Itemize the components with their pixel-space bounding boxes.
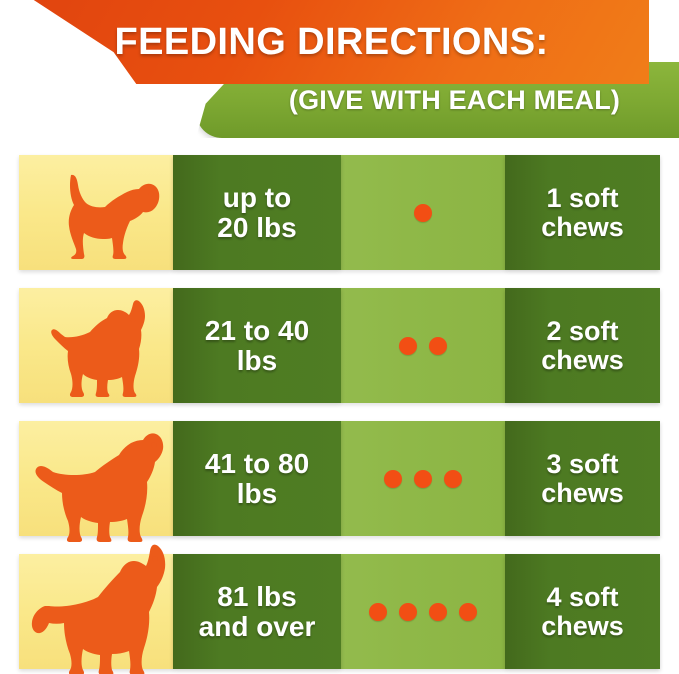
serving-line-1: 4 soft	[546, 581, 619, 612]
title-banner: FEEDING DIRECTIONS:	[33, 0, 649, 84]
giant-dog-icon	[27, 532, 179, 674]
serving-cell: 2 soft chews	[505, 288, 660, 403]
dog-size-cell	[19, 544, 173, 674]
serving-line-2: chews	[541, 477, 624, 508]
dot-group	[399, 336, 447, 355]
dose-dot-icon	[399, 336, 417, 355]
weight-line-1: 21 to 40	[204, 314, 310, 346]
serving-line-1: 3 soft	[546, 448, 619, 479]
dog-size-cell	[19, 155, 173, 270]
dose-dot-icon	[369, 602, 387, 621]
weight-line-2: lbs	[236, 477, 278, 509]
medium-terrier-dog-icon	[37, 290, 171, 402]
serving-cell: 4 soft chews	[505, 554, 660, 669]
serving-text: 1 soft chews	[535, 184, 630, 241]
table-row: up to 20 lbs 1 soft chews	[19, 155, 660, 270]
weight-line-1: up to	[222, 181, 292, 213]
dose-dots-cell	[341, 288, 505, 403]
subtitle-text: (GIVE WITH EACH MEAL)	[288, 84, 621, 115]
weight-line-1: 41 to 80	[204, 447, 310, 479]
small-dog-icon	[43, 163, 167, 263]
weight-text: up to 20 lbs	[211, 183, 302, 242]
weight-text: 21 to 40 lbs	[199, 316, 315, 375]
dose-dots-cell	[341, 421, 505, 536]
weight-line-2: lbs	[236, 344, 278, 376]
weight-text: 81 lbs and over	[193, 582, 322, 641]
table-row: 81 lbs and over 4 soft chews	[19, 544, 660, 674]
serving-line-1: 1 soft	[546, 182, 619, 213]
header-banner-group: (GIVE WITH EACH MEAL) FEEDING DIRECTIONS…	[0, 0, 679, 142]
feeding-table: up to 20 lbs 1 soft chews	[19, 155, 660, 674]
dose-dot-icon	[429, 336, 447, 355]
weight-line-1: 81 lbs	[217, 580, 297, 612]
dose-dots-cell	[341, 554, 505, 669]
table-row: 21 to 40 lbs 2 soft chews	[19, 288, 660, 403]
dose-dot-icon	[429, 602, 447, 621]
dog-size-cell	[19, 288, 173, 403]
large-dog-icon	[29, 409, 179, 542]
weight-text: 41 to 80 lbs	[199, 449, 315, 508]
serving-text: 2 soft chews	[535, 317, 630, 374]
weight-line-2: and over	[198, 610, 316, 642]
weight-cell: up to 20 lbs	[173, 155, 341, 270]
dose-dot-icon	[459, 602, 477, 621]
page-title: FEEDING DIRECTIONS:	[114, 20, 549, 63]
serving-line-2: chews	[541, 344, 624, 375]
serving-text: 3 soft chews	[535, 450, 630, 507]
weight-line-2: 20 lbs	[217, 211, 297, 243]
dose-dots-cell	[341, 155, 505, 270]
dot-group	[384, 469, 462, 488]
serving-cell: 1 soft chews	[505, 155, 660, 270]
dose-dot-icon	[399, 602, 417, 621]
dose-dot-icon	[444, 469, 462, 488]
dose-dot-icon	[414, 469, 432, 488]
serving-text: 4 soft chews	[535, 583, 630, 640]
dose-dot-icon	[414, 203, 432, 222]
weight-cell: 81 lbs and over	[173, 554, 341, 669]
serving-line-2: chews	[541, 610, 624, 641]
dot-group	[369, 602, 477, 621]
table-row: 41 to 80 lbs 3 soft chews	[19, 421, 660, 542]
weight-cell: 41 to 80 lbs	[173, 421, 341, 536]
serving-line-2: chews	[541, 211, 624, 242]
serving-line-1: 2 soft	[546, 315, 619, 346]
weight-cell: 21 to 40 lbs	[173, 288, 341, 403]
dot-group	[414, 203, 432, 222]
serving-cell: 3 soft chews	[505, 421, 660, 536]
dog-size-cell	[19, 421, 173, 542]
dose-dot-icon	[384, 469, 402, 488]
